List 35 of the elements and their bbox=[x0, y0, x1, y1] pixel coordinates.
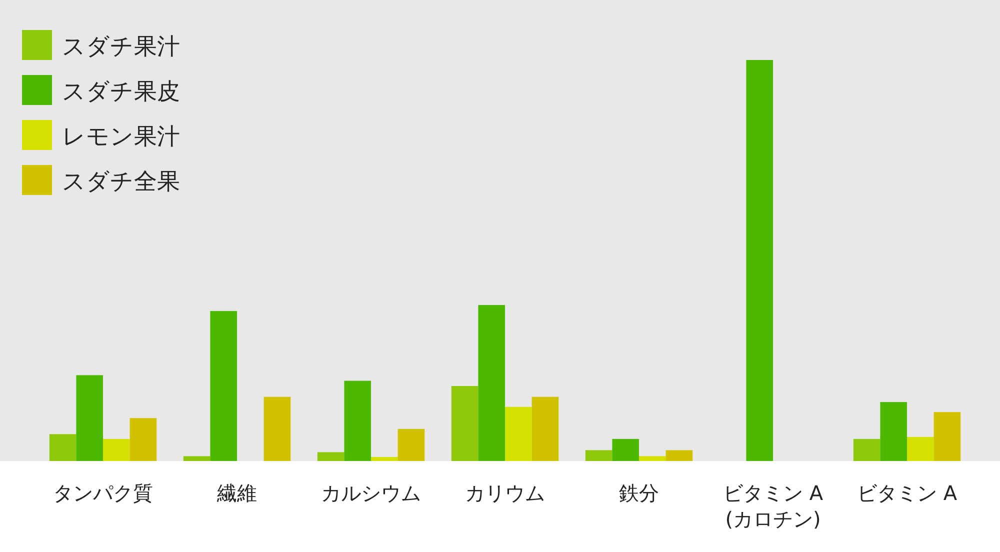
legend-label: レモン果汁 bbox=[62, 124, 180, 150]
bar bbox=[478, 305, 505, 461]
bar bbox=[210, 311, 237, 461]
bar bbox=[49, 434, 76, 461]
bar bbox=[103, 438, 130, 461]
legend-label: スダチ果皮 bbox=[62, 79, 180, 105]
bar bbox=[264, 396, 291, 461]
x-tick-label: ビタミン A bbox=[856, 481, 958, 505]
x-tick-label: 鉄分 bbox=[619, 481, 659, 505]
bar bbox=[934, 412, 961, 461]
bar bbox=[612, 438, 639, 461]
bar bbox=[130, 418, 157, 461]
bar bbox=[505, 406, 532, 461]
bar bbox=[585, 450, 612, 461]
bar bbox=[183, 456, 210, 461]
bar bbox=[344, 380, 371, 461]
bar bbox=[532, 396, 559, 461]
bar bbox=[880, 402, 907, 461]
x-tick-label: カルシウム bbox=[321, 481, 421, 505]
bar bbox=[639, 456, 666, 461]
x-tick-label: 繊維 bbox=[216, 481, 257, 505]
bar bbox=[371, 456, 398, 461]
bar bbox=[398, 428, 425, 461]
bar bbox=[853, 438, 880, 461]
bar bbox=[907, 436, 934, 461]
bar bbox=[451, 386, 478, 461]
legend-label: スダチ全果 bbox=[62, 169, 180, 195]
bar bbox=[317, 452, 344, 461]
legend-label: スダチ果汁 bbox=[62, 34, 180, 60]
bar bbox=[746, 60, 773, 461]
bar bbox=[76, 375, 103, 461]
x-tick-label: ビタミン A (カロチン) bbox=[722, 481, 824, 531]
x-tick-label: タンパク質 bbox=[53, 481, 153, 505]
x-tick-label: カリウム bbox=[465, 481, 545, 505]
bar bbox=[666, 450, 693, 461]
